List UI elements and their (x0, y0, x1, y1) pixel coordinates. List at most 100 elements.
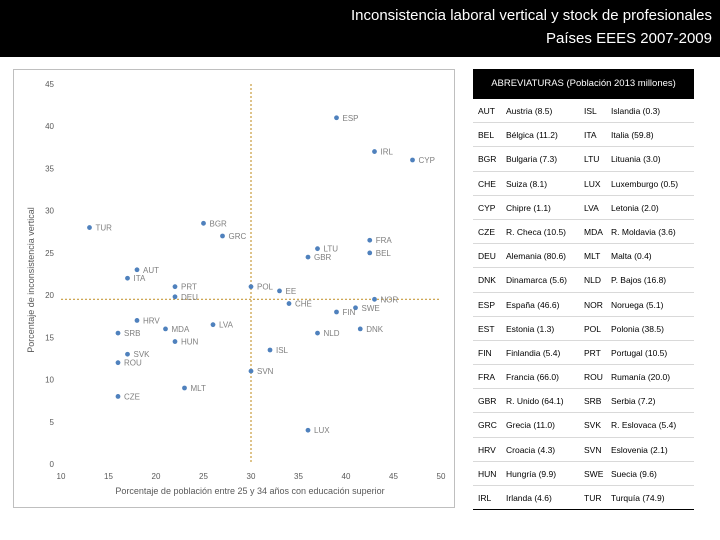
table-row: HUN Hungría (9.9) SWE Suecia (9.6) (473, 462, 694, 486)
data-point-che (286, 301, 292, 306)
data-point-dnk (357, 326, 363, 332)
x-tick-label: 20 (152, 472, 161, 481)
chart-title: Inconsistencia laboral vertical y stock … (350, 7, 712, 24)
abbreviations-table: ABREVIATURAS (Población 2013 millones) A… (473, 69, 694, 511)
data-label-hun: HUN (181, 338, 199, 347)
chart-subtitle: Países EEES 2007-2009 (546, 30, 712, 47)
data-label-tur: TUR (96, 224, 113, 233)
y-tick-label: 20 (45, 291, 54, 300)
abbr-country: Hungría (9.9) (506, 468, 557, 479)
abbr-code: BEL (478, 130, 495, 141)
abbr-code: SRB (584, 396, 602, 407)
table-row: BGR Bulgaria (7.3) LTU Lituania (3.0) (473, 147, 694, 172)
table-row: HRV Croacia (4.3) SVN Eslovenia (2.1) (473, 438, 694, 462)
abbr-code: LVA (584, 202, 599, 213)
abbr-code: SVN (584, 444, 602, 455)
table-row: FRA Francia (66.0) ROU Rumanía (20.0) (473, 365, 694, 390)
data-points (87, 115, 415, 433)
abbr-country: Francia (66.0) (506, 372, 559, 383)
data-label-isl: ISL (276, 346, 289, 355)
data-point-isl (267, 347, 273, 353)
data-label-grc: GRC (229, 232, 247, 241)
y-tick-label: 10 (45, 376, 54, 385)
abbr-country: Luxemburgo (0.5) (611, 178, 679, 189)
abbr-country: R. Eslovaca (5.4) (611, 420, 677, 431)
data-label-che: CHE (295, 300, 312, 309)
x-axis-label: Porcentaje de población entre 25 y 34 añ… (115, 486, 384, 496)
data-label-deu: DEU (181, 293, 198, 302)
data-point-svn (248, 368, 254, 374)
data-label-mda: MDA (172, 325, 190, 334)
data-point-aut (134, 267, 140, 273)
data-point-swe (353, 305, 358, 311)
abbr-code: MDA (584, 226, 603, 237)
data-point-rou (115, 360, 121, 366)
abbr-code: CYP (478, 202, 496, 213)
data-point-mda (163, 326, 168, 332)
data-label-fra: FRA (376, 236, 393, 245)
table-row: GRC Grecia (11.0) SVK R. Eslovaca (5.4) (473, 413, 694, 438)
abbr-code: SVK (584, 420, 602, 431)
data-label-fin: FIN (343, 308, 356, 317)
data-label-svn: SVN (257, 367, 274, 376)
abbr-code: FIN (478, 347, 492, 358)
data-label-nld: NLD (324, 329, 340, 338)
data-label-bgr: BGR (210, 219, 228, 228)
abbreviations-rows: AUT Austria (8.5) ISL Islandia (0.3) BEL Bélg… (473, 99, 694, 511)
abbr-code: DEU (478, 251, 496, 262)
table-row: FIN Finlandia (5.4) PRT Portugal (10.5) (473, 341, 694, 366)
data-label-irl: IRL (381, 148, 394, 157)
data-label-nor: NOR (381, 295, 399, 304)
data-point-fra (367, 237, 373, 243)
abbr-country: Chipre (1.1) (506, 202, 551, 213)
abbr-code: EST (478, 323, 495, 334)
abbr-country: Islandia (0.3) (611, 106, 661, 116)
table-row: CYP Chipre (1.1) LVA Letonia (2.0) (473, 196, 694, 220)
abbr-country: Croacia (4.3) (506, 444, 556, 455)
abbr-code: SWE (584, 468, 604, 479)
abbr-code: FRA (478, 372, 495, 383)
abbr-country: Letonia (2.0) (611, 202, 659, 213)
data-label-ee: EE (286, 287, 297, 296)
abbr-country: Bulgaria (7.3) (506, 154, 558, 165)
abbr-country: Eslovenia (2.1) (611, 444, 668, 455)
y-tick-label: 25 (45, 249, 54, 258)
data-point-cze (115, 394, 121, 399)
abbr-code: GBR (478, 396, 497, 407)
data-label-svk: SVK (134, 350, 151, 359)
data-point-ee (277, 288, 282, 294)
scatter-chart: 10 15 20 25 30 35 40 45 50 0 5 10 15 20 25 30 35 40 45 ES… (26, 80, 446, 496)
abbr-country: Lituania (3.0) (611, 154, 661, 165)
abbr-country: Suecia (9.6) (611, 468, 657, 479)
abbr-code: POL (584, 323, 602, 334)
y-tick-label: 15 (45, 333, 54, 342)
data-point-pol (248, 284, 254, 290)
data-point-gbr (305, 254, 311, 260)
abbr-country: R. Unido (64.1) (506, 396, 564, 407)
table-row: CHE Suiza (8.1) LUX Luxemburgo (0.5) (473, 172, 694, 196)
abbr-code: LTU (584, 154, 600, 165)
data-point-prt (172, 284, 178, 290)
abbr-country: Portugal (10.5) (611, 347, 668, 358)
table-row: BEL Bélgica (11.2) ITA Italia (59.8) (473, 123, 694, 148)
abbr-code: NOR (584, 299, 603, 310)
abbr-country: Austria (8.5) (506, 106, 553, 116)
abbr-code: TUR (584, 493, 602, 503)
abbr-country: Rumanía (20.0) (611, 372, 671, 383)
y-tick-label: 40 (45, 122, 54, 131)
data-point-esp (334, 115, 339, 121)
data-label-mlt: MLT (191, 384, 207, 393)
x-tick-label: 35 (294, 472, 303, 481)
header-bar: Inconsistencia laboral vertical y stock … (0, 0, 720, 57)
x-tick-label: 15 (104, 472, 113, 481)
data-label-cze: CZE (124, 392, 140, 401)
x-axis-ticks: 10 15 20 25 30 35 40 45 50 (57, 472, 446, 481)
abbr-code: HRV (478, 444, 496, 455)
data-point-lux (305, 427, 311, 433)
abbr-country: P. Bajos (16.8) (611, 275, 667, 286)
data-point-tur (87, 225, 92, 230)
abbr-country: Malta (0.4) (611, 251, 652, 262)
abbr-country: Finlandia (5.4) (506, 347, 561, 358)
abbr-code: AUT (478, 106, 495, 116)
